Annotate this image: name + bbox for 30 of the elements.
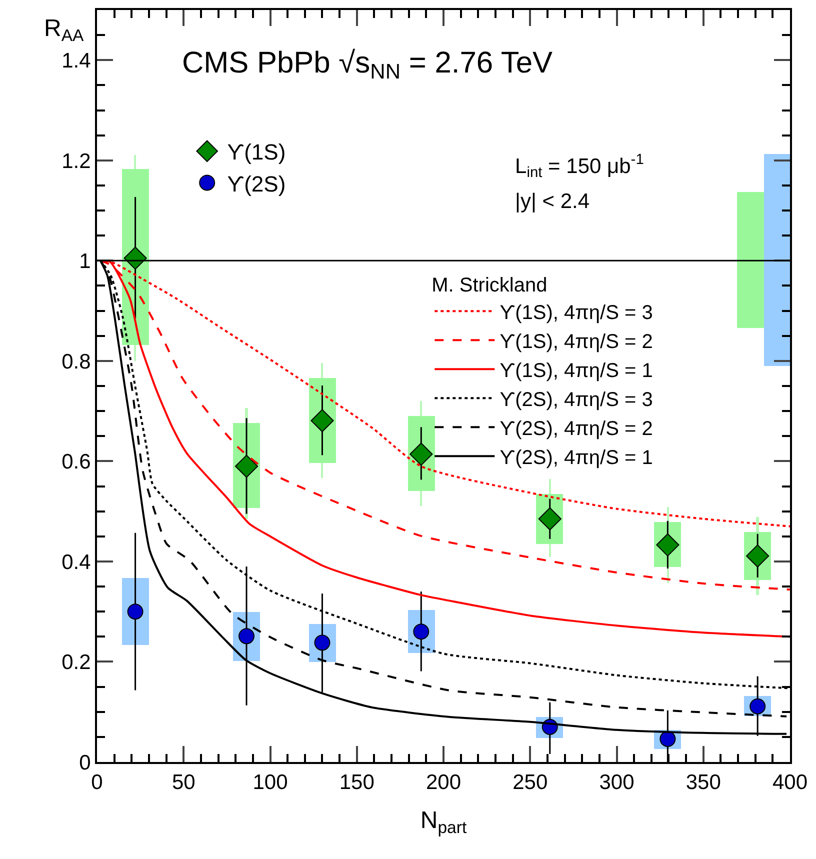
- text: CMS PbPb √s$_{NN}$ = 2.76 TeV: [182, 46, 553, 84]
- x-axis-title: N$_{part}$: [420, 807, 467, 838]
- legend-label: ϒ(2S): [227, 171, 286, 196]
- y-tick-label: 1.2: [62, 150, 91, 173]
- legend-label: ϒ(1S), 4πη/S = 1: [500, 360, 653, 382]
- x-tick-label: 100: [252, 771, 288, 794]
- y-tick-label: 0.6: [62, 450, 91, 474]
- x-tick-label: 200: [426, 771, 462, 794]
- y-tick-label: 1: [79, 250, 91, 274]
- x-tick-label: 150: [339, 771, 374, 794]
- y-tick-label: 0.8: [62, 350, 91, 374]
- y-tick-label: 0: [79, 751, 91, 774]
- y-tick-label: 0.4: [62, 550, 92, 574]
- legend-label: ϒ(1S): [227, 140, 286, 165]
- legend-label: ϒ(1S), 4πη/S = 3: [500, 302, 653, 324]
- legend-title: M. Strickland: [432, 274, 548, 297]
- legend-label: ϒ(2S), 4πη/S = 2: [500, 418, 653, 440]
- legend-label: ϒ(2S), 4πη/S = 1: [500, 446, 653, 469]
- y-tick-label: 1.4: [62, 49, 92, 72]
- x-tick-label: 350: [686, 771, 721, 794]
- legend-label: ϒ(2S), 4πη/S = 3: [500, 388, 653, 411]
- y-tick-label: 0.2: [62, 651, 91, 674]
- x-tick-label: 400: [772, 771, 808, 794]
- y-axis-title: R$_{AA}$: [44, 15, 85, 46]
- annotation: L$_{int}$ = 150 μb$^{-1}$: [515, 152, 644, 182]
- legend-label: ϒ(1S), 4πη/S = 2: [500, 330, 653, 353]
- x-tick-label: 300: [599, 771, 634, 794]
- x-tick-label: 250: [512, 771, 548, 794]
- annotation: |y| < 2.4: [515, 190, 590, 213]
- x-tick-label: 50: [172, 771, 196, 794]
